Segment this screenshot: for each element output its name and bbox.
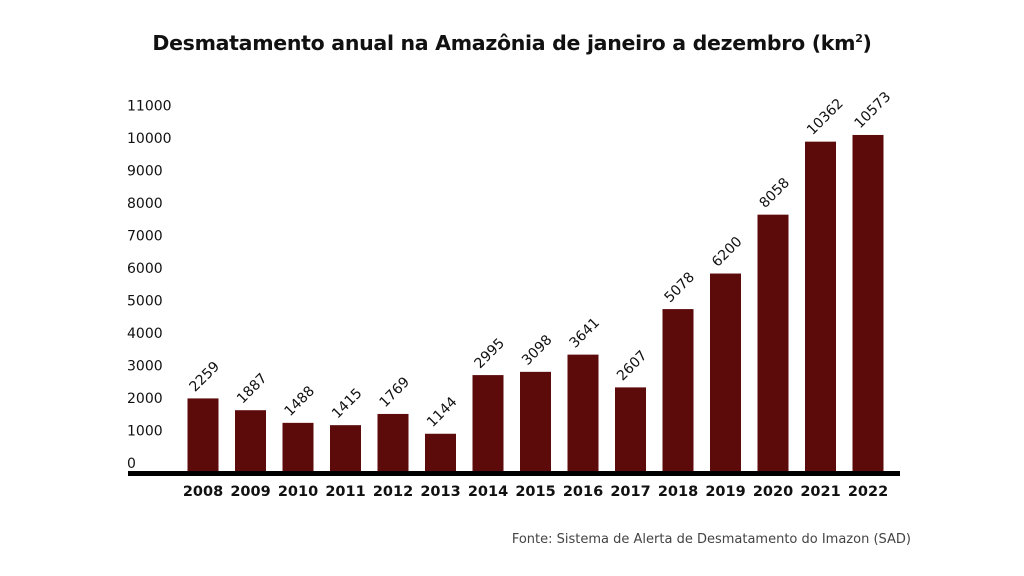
- x-axis-line: [128, 471, 900, 476]
- x-tick-label: 2008: [183, 484, 223, 500]
- data-label: 3641: [567, 315, 604, 352]
- x-tick-label: 2009: [230, 484, 270, 500]
- bars: [187, 134, 884, 473]
- bar-2021: [805, 141, 836, 473]
- x-tick-label: 2018: [658, 484, 698, 500]
- x-tick-label: 2011: [325, 484, 365, 500]
- y-tick-label: 10000: [127, 131, 172, 147]
- y-tick-label: 8000: [127, 196, 163, 212]
- y-tick-label: 11000: [127, 99, 172, 115]
- bar-2018: [662, 309, 694, 472]
- chart-title-suffix: ): [862, 31, 872, 55]
- x-axis: 2008 2009 2010 2011 2012 2013 2014 2015 2016 2017…: [128, 471, 900, 500]
- bar-2013: [425, 433, 456, 472]
- source-note: Fonte: Sistema de Alerta de Desmatamento…: [511, 532, 911, 547]
- y-tick-label: 5000: [127, 294, 163, 310]
- data-label: 8058: [757, 175, 794, 212]
- data-label: 2259: [187, 359, 224, 396]
- data-label: 3098: [519, 332, 556, 369]
- data-label: 2607: [614, 348, 651, 385]
- y-tick-label: 3000: [127, 359, 163, 375]
- bar-2011: [330, 425, 361, 472]
- x-tick-label: 2017: [610, 484, 650, 500]
- bar-2012: [377, 413, 409, 472]
- y-tick-label: 7000: [127, 229, 163, 245]
- y-tick-label: 9000: [127, 164, 163, 180]
- bar-2008: [187, 398, 219, 472]
- data-label: 10362: [804, 96, 847, 139]
- data-label: 1887: [234, 371, 271, 408]
- y-axis: 0 1000 2000 3000 4000 5000 6000 7000 8000 9000 100…: [127, 99, 172, 473]
- chart-title-superscript: 2: [855, 32, 863, 46]
- data-label: 1488: [282, 383, 319, 420]
- bar-2020: [757, 214, 789, 473]
- y-tick-label: 0: [127, 456, 136, 472]
- x-tick-label: 2019: [705, 484, 745, 500]
- data-label: 6200: [709, 234, 746, 271]
- y-tick-label: 6000: [127, 261, 163, 277]
- data-label: 1144: [424, 394, 461, 431]
- bar-2010: [282, 422, 314, 472]
- bar-2017: [615, 387, 646, 472]
- bar-2016: [567, 354, 599, 472]
- data-label: 1415: [329, 385, 366, 422]
- bar-2014: [472, 375, 504, 472]
- bar-2022: [852, 134, 884, 472]
- x-tick-label: 2022: [848, 484, 888, 500]
- x-tick-label: 2010: [278, 484, 318, 500]
- x-tick-label: 2013: [420, 484, 460, 500]
- x-tick-label: 2012: [373, 484, 413, 500]
- chart-title-text: Desmatamento anual na Amazônia de janeir…: [152, 31, 856, 55]
- bar-2009: [235, 410, 266, 472]
- data-label: 10573: [852, 89, 895, 132]
- x-tick-label: 2021: [800, 484, 840, 500]
- x-tick-label: 2016: [563, 484, 603, 500]
- y-tick-label: 2000: [127, 391, 163, 407]
- y-tick-label: 1000: [127, 424, 163, 440]
- bar-2015: [520, 371, 551, 472]
- x-tick-label: 2014: [468, 484, 508, 500]
- data-label: 1769: [377, 374, 414, 411]
- data-label: 5078: [662, 269, 699, 306]
- chart-title: Desmatamento anual na Amazônia de janeir…: [0, 31, 1024, 55]
- data-label: 2995: [472, 335, 509, 372]
- bar-2019: [710, 273, 741, 472]
- x-tick-label: 2020: [753, 484, 793, 500]
- x-tick-label: 2015: [515, 484, 555, 500]
- y-tick-label: 4000: [127, 326, 163, 342]
